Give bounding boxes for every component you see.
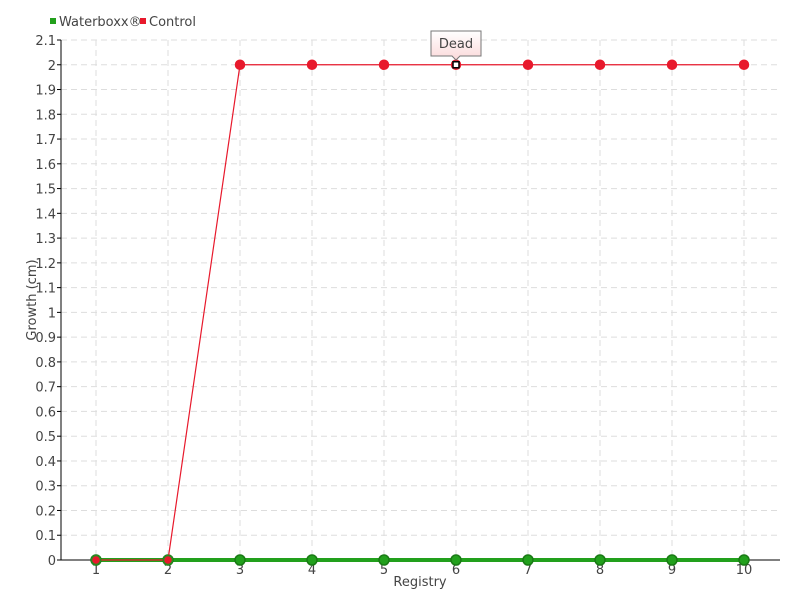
y-tick-label: 0.3 <box>35 480 56 495</box>
y-tick-label: 0 <box>48 554 56 569</box>
y-tick-label: 1.1 <box>35 282 56 297</box>
tooltip-text: Dead <box>439 37 473 52</box>
y-tick-label: 0.2 <box>35 504 56 519</box>
y-tick-label: 1.9 <box>35 84 56 99</box>
x-axis-label: Registry <box>393 575 447 590</box>
y-tick-label: 0.9 <box>35 331 56 346</box>
data-point <box>738 59 750 71</box>
series-waterboxx <box>90 554 750 566</box>
x-tick-label: 10 <box>736 563 753 578</box>
tooltip-box <box>430 30 482 61</box>
x-tick-label: 9 <box>668 563 676 578</box>
x-tick-label: 6 <box>452 563 460 578</box>
series-control <box>90 59 750 566</box>
data-point <box>162 554 174 566</box>
data-point <box>378 554 390 566</box>
x-tick-label: 3 <box>236 563 244 578</box>
data-point <box>306 59 318 71</box>
y-tick-label: 0.8 <box>35 356 56 371</box>
y-tick-label: 0.4 <box>35 455 56 470</box>
legend-swatch <box>50 18 56 24</box>
data-point <box>666 59 678 71</box>
y-tick-label: 0.1 <box>35 529 56 544</box>
y-tick-label: 0.6 <box>35 405 56 420</box>
data-point <box>234 59 246 71</box>
grid <box>61 39 780 560</box>
series-layer <box>90 59 750 566</box>
x-tick-label: 5 <box>380 563 388 578</box>
data-point <box>594 59 606 71</box>
y-tick-label: 1.3 <box>35 232 56 247</box>
y-tick-label: 1.2 <box>35 257 56 272</box>
data-point <box>90 554 102 566</box>
data-point <box>522 59 534 71</box>
y-tick-label: 1.4 <box>35 207 56 222</box>
y-tick-label: 0.7 <box>35 381 56 396</box>
y-tick-label: 1.8 <box>35 108 56 123</box>
data-point <box>738 554 750 566</box>
y-axis-label: Growth (cm) <box>25 259 40 340</box>
x-tick-label: 8 <box>596 563 604 578</box>
y-tick-label: 2.1 <box>35 34 56 49</box>
x-tick-label: 7 <box>524 563 532 578</box>
data-point <box>378 59 390 71</box>
data-point <box>666 554 678 566</box>
y-tick-label: 1.6 <box>35 158 56 173</box>
x-tick-label: 2 <box>164 563 172 578</box>
legend-label: Control <box>149 15 196 30</box>
tooltip: Dead <box>430 30 482 69</box>
data-point <box>234 554 246 566</box>
y-tick-label: 0.5 <box>35 430 56 445</box>
x-tick-label: 1 <box>92 563 100 578</box>
x-tick-label: 4 <box>308 563 316 578</box>
y-tick-label: 1.7 <box>35 133 56 148</box>
highlighted-point-marker <box>452 61 460 69</box>
legend-label: Waterboxx® <box>59 15 142 30</box>
data-point <box>306 554 318 566</box>
y-tick-label: 1.5 <box>35 183 56 198</box>
data-point <box>450 554 462 566</box>
y-tick-label: 2 <box>48 59 56 74</box>
series-line <box>96 64 744 561</box>
data-point <box>594 554 606 566</box>
legend[interactable]: Waterboxx® Control <box>50 15 196 30</box>
data-point <box>522 554 534 566</box>
legend-swatch <box>140 18 146 24</box>
y-tick-label: 1 <box>48 306 56 321</box>
axes: 0 0.1 0.2 0.3 0.4 0.5 0.6 0.7 0.8 0.9 1 1.1 1.2 1.3 1.… <box>35 34 780 578</box>
